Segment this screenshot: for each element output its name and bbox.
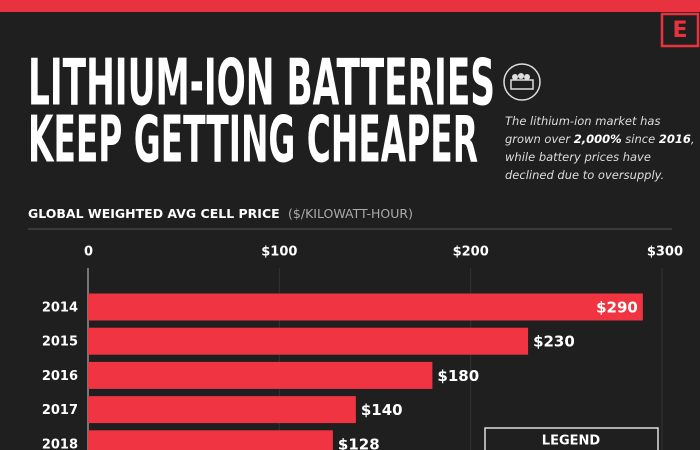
axis-label: GLOBAL WEIGHTED AVG CELL PRICE [28, 206, 280, 221]
axis-unit: ($/KILOWATT-HOUR) [288, 206, 413, 221]
subtitle-run: 2016 [659, 132, 691, 146]
y-tick-label: 2018 [42, 437, 78, 450]
value-label: $230 [533, 333, 575, 351]
x-tick-label: $100 [261, 245, 297, 260]
subtitle-run: 2,000% [574, 132, 622, 146]
bar [88, 361, 433, 389]
bar [88, 396, 356, 424]
bar [88, 430, 333, 450]
title-line: LITHIUM-ION BATTERIES [28, 47, 495, 121]
subtitle-run: , [691, 132, 695, 146]
subtitle-line: The lithium-ion market has [505, 114, 660, 128]
bar [88, 293, 643, 321]
icon [503, 63, 541, 101]
value-label: $140 [361, 401, 403, 419]
subtitle-run: declined due to oversupply. [505, 168, 664, 182]
logo-box [660, 12, 700, 48]
legend-box [484, 427, 659, 450]
y-tick-label: 2014 [42, 301, 78, 316]
subtitle-line: declined due to oversupply. [505, 168, 664, 182]
x-tick-label: $300 [647, 245, 683, 260]
x-tick-label: $200 [453, 245, 489, 260]
value-label: $128 [338, 435, 380, 450]
subtitle-line: while battery prices have [505, 150, 651, 164]
value-label: $290 [596, 299, 638, 317]
logo: E [672, 18, 687, 43]
subtitle-run: The lithium-ion market has [505, 114, 660, 128]
legend-title: LEGEND [542, 434, 601, 449]
value-label: $180 [437, 367, 479, 385]
title-line: KEEP GETTING CHEAPER [28, 104, 478, 178]
y-tick-label: 2017 [42, 403, 78, 418]
plot: 0 $100 $200 $300 $290 2014 $230 2015 $180 2016 $14… [42, 245, 683, 450]
bar [88, 327, 529, 355]
subtitle-line: grown over 2,000% since 2016, [505, 132, 694, 146]
subtitle-run: while battery prices have [505, 150, 651, 164]
y-tick-label: 2015 [42, 335, 78, 350]
x-tick-label: 0 [84, 245, 93, 260]
y-tick-label: 2016 [42, 369, 78, 384]
subtitle: The lithium-ion market has grown over 2,0… [505, 114, 694, 182]
subtitle-run: since [622, 132, 659, 146]
subtitle-run: grown over [505, 132, 574, 146]
axis-title: GLOBAL WEIGHTED AVG CELL PRICE ($/KILOWA… [28, 206, 413, 221]
top-strip [0, 0, 700, 12]
